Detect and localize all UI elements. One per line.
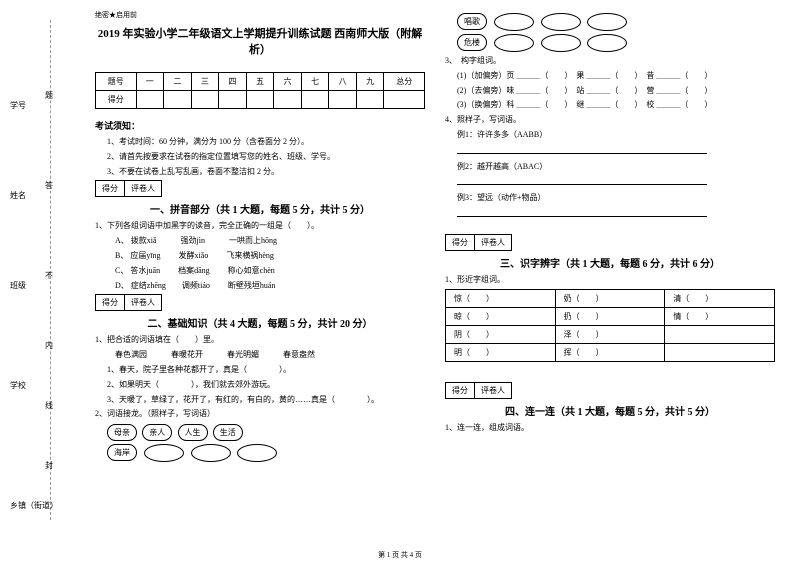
word-chain-2: 海岸	[107, 444, 425, 462]
q: 1、连一连，组成词语。	[445, 422, 775, 435]
notice-title: 考试须知：	[95, 119, 425, 132]
gutter-mark: 答	[45, 180, 53, 191]
gutter-field-id: 学号	[10, 100, 26, 111]
gutter-field-name: 姓名	[10, 190, 26, 201]
q: 2、词语接龙。（照样子，写词语）	[95, 408, 425, 421]
q1: 1、下列各组词语中加黑字的读音，完全正确的一组是（ ）。	[95, 220, 425, 233]
exam-page: 乡镇（街道） 学校 班级 姓名 学号 封 线 内 不 答 题 绝密★启用前 20…	[0, 0, 800, 565]
q: 1、形近字组词。	[445, 274, 775, 287]
ex: 例2：越开越高（ABAC）	[457, 161, 775, 174]
ex: 例3：望远（动作+物品）	[457, 192, 775, 205]
confidential-label: 绝密★启用前	[95, 10, 425, 20]
notice-item: 3、不要在试卷上乱写乱画，卷面不整洁扣 2 分。	[107, 166, 425, 179]
blank-oval[interactable]	[144, 444, 184, 462]
exam-title: 2019 年实验小学二年级语文上学期提升训练试题 西南师大版（附解析）	[95, 25, 425, 57]
section1-title: 一、拼音部分（共 1 大题，每题 5 分，共计 5 分）	[95, 201, 425, 216]
char-table: 惊（ ）奶（ ）清（ ） 晾（ ）扔（ ）情（ ） 阴（ ）泽（ ） 明（ ）挥…	[445, 289, 775, 362]
th: 九	[356, 73, 384, 91]
th: 五	[246, 73, 274, 91]
blank-oval[interactable]	[587, 34, 627, 52]
notice-item: 2、请首先按要求在试卷的指定位置填写您的姓名、班级、学号。	[107, 151, 425, 164]
blank-oval[interactable]	[541, 34, 581, 52]
th: 总分	[384, 73, 425, 91]
th: 七	[301, 73, 329, 91]
gutter-field-township: 乡镇（街道）	[10, 500, 58, 511]
blank-oval[interactable]	[237, 444, 277, 462]
th: 三	[191, 73, 219, 91]
blank-line[interactable]	[457, 207, 775, 222]
th: 六	[274, 73, 302, 91]
word-chain-4: 危楼	[457, 34, 775, 52]
line: 春色满园 春暖花开 春光明媚 春意盎然	[115, 349, 425, 362]
score-table: 题号 一 二 三 四 五 六 七 八 九 总分 得分	[95, 72, 425, 109]
th: 八	[329, 73, 357, 91]
section4-title: 四、连一连（共 1 大题，每题 5 分，共计 5 分）	[445, 403, 775, 418]
section3-title: 三、识字辨字（共 1 大题，每题 6 分，共计 6 分）	[445, 255, 775, 270]
section2-title: 二、基础知识（共 4 大题，每题 5 分，共计 20 分）	[95, 315, 425, 330]
line: (1)（加偏旁）页 ＿＿＿（ ） 果 ＿＿＿（ ） 昔 ＿＿＿（ ）	[457, 70, 775, 83]
content-area: 绝密★启用前 2019 年实验小学二年级语文上学期提升训练试题 西南师大版（附解…	[70, 0, 800, 565]
opt: A、 拨款xiǎ 强劲jìn 一哄而上hōng	[115, 235, 425, 248]
opt: B、 应届yīng 发酵xiǎo 飞来横祸hèng	[115, 250, 425, 263]
gutter-mark: 线	[45, 400, 53, 411]
gutter-mark: 不	[45, 270, 53, 281]
blank-oval[interactable]	[494, 34, 534, 52]
item: 2、如果明天（ ），我们就去郊外游玩。	[107, 379, 425, 392]
ex: 例1：许许多多（AABB）	[457, 129, 775, 142]
gutter-field-class: 班级	[10, 280, 26, 291]
th: 题号	[96, 73, 137, 91]
line: (3)（换偏旁）科 ＿＿＿（ ） 继 ＿＿＿（ ） 校 ＿＿＿（ ）	[457, 99, 775, 112]
binding-gutter: 乡镇（街道） 学校 班级 姓名 学号 封 线 内 不 答 题	[0, 0, 70, 565]
gutter-field-school: 学校	[10, 380, 26, 391]
opt: D、 症结zhēng 调频tiáo 断壁残垣huán	[115, 280, 425, 293]
score-box: 得分评卷人	[95, 294, 162, 311]
gutter-mark: 内	[45, 340, 53, 351]
blank-line[interactable]	[457, 175, 775, 190]
th: 四	[219, 73, 247, 91]
blank-oval[interactable]	[191, 444, 231, 462]
q: 1、把合适的词语填在（ ）里。	[95, 334, 425, 347]
q4: 4、照样子，写词语。	[445, 114, 775, 127]
blank-oval[interactable]	[541, 13, 581, 31]
q3: 3、 构字组词。	[445, 55, 775, 68]
td: 得分	[96, 91, 137, 109]
score-box: 得分评卷人	[95, 180, 162, 197]
th: 一	[136, 73, 164, 91]
page-footer: 第 1 页 共 4 页	[0, 550, 800, 560]
notice-item: 1、考试时间：60 分钟，满分为 100 分（含卷面分 2 分）。	[107, 136, 425, 149]
right-column: 唱歌 危楼 3、 构字组词。 (1)（加偏旁）页 ＿＿＿（ ） 果 ＿＿＿（ ）…	[435, 10, 785, 555]
word-chain-1: 母亲 亲人 人生 生活	[107, 424, 425, 441]
word-chain-3: 唱歌	[457, 13, 775, 31]
th: 二	[164, 73, 192, 91]
gutter-mark: 题	[45, 90, 53, 101]
blank-oval[interactable]	[494, 13, 534, 31]
gutter-mark: 封	[45, 460, 53, 471]
line: (2)（去偏旁）味 ＿＿＿（ ） 站 ＿＿＿（ ） 营 ＿＿＿（ ）	[457, 85, 775, 98]
score-box: 得分评卷人	[445, 382, 512, 399]
score-box: 得分评卷人	[445, 234, 512, 251]
item: 3、天暖了，草绿了，花开了，有红的，有白的，黄的……真是（ ）。	[107, 394, 425, 407]
item: 1、春天，院子里各种花都开了，真是（ ）。	[107, 364, 425, 377]
blank-line[interactable]	[457, 144, 775, 159]
opt: C、 答水juān 档案dāng 称心如意chèn	[115, 265, 425, 278]
left-column: 绝密★启用前 2019 年实验小学二年级语文上学期提升训练试题 西南师大版（附解…	[85, 10, 435, 555]
blank-oval[interactable]	[587, 13, 627, 31]
